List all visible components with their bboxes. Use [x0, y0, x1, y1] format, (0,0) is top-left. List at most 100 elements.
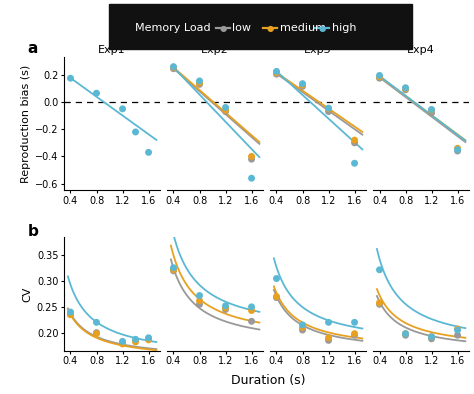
Text: ●: ●: [219, 24, 227, 33]
Point: [93, 331, 100, 337]
Point: [454, 147, 461, 153]
Point: [132, 337, 139, 344]
Point: [248, 318, 255, 324]
Point: [351, 319, 358, 325]
Point: [132, 336, 139, 342]
Y-axis label: CV: CV: [23, 286, 33, 302]
Point: [351, 160, 358, 166]
Point: [67, 311, 74, 318]
Point: [222, 303, 229, 309]
Point: [376, 301, 383, 307]
Point: [170, 267, 177, 273]
Point: [402, 332, 410, 338]
Point: [248, 156, 255, 162]
Point: [376, 74, 383, 80]
Point: [170, 64, 177, 71]
Point: [325, 106, 332, 112]
Point: [454, 326, 461, 332]
Point: [222, 305, 229, 311]
Point: [376, 267, 383, 273]
Point: [299, 324, 306, 331]
Point: [222, 107, 229, 113]
Point: [222, 108, 229, 115]
Point: [196, 78, 203, 84]
Point: [145, 149, 152, 156]
Point: [67, 309, 74, 315]
Point: [222, 306, 229, 312]
Point: [248, 153, 255, 160]
Text: low: low: [232, 23, 251, 33]
Point: [145, 336, 152, 342]
Point: [196, 81, 203, 87]
Title: Exp1: Exp1: [98, 45, 126, 55]
Text: b: b: [27, 224, 38, 239]
Point: [273, 275, 280, 282]
Title: Exp2: Exp2: [201, 45, 229, 55]
Point: [428, 110, 435, 116]
Point: [170, 264, 177, 271]
Point: [454, 148, 461, 154]
Text: ●: ●: [266, 24, 274, 33]
Point: [325, 108, 332, 115]
Point: [196, 292, 203, 299]
Point: [67, 311, 74, 318]
Point: [93, 319, 100, 325]
Point: [118, 106, 126, 112]
Point: [93, 329, 100, 336]
Point: [196, 80, 203, 86]
Text: medium: medium: [280, 23, 326, 33]
Point: [428, 334, 435, 340]
Y-axis label: Reproduction bias (s): Reproduction bias (s): [21, 65, 31, 183]
Point: [273, 294, 280, 300]
Point: [132, 129, 139, 135]
Point: [428, 106, 435, 113]
Point: [402, 331, 410, 337]
Point: [67, 75, 74, 82]
Point: [248, 304, 255, 310]
Point: [118, 340, 126, 346]
Point: [351, 332, 358, 338]
Point: [351, 137, 358, 143]
Point: [428, 334, 435, 340]
Point: [222, 104, 229, 111]
Point: [376, 72, 383, 79]
Point: [351, 331, 358, 337]
Point: [145, 335, 152, 341]
Point: [299, 327, 306, 333]
Point: [132, 339, 139, 345]
Point: [273, 71, 280, 77]
Point: [325, 337, 332, 344]
Point: [93, 90, 100, 97]
Point: [402, 331, 410, 337]
Point: [402, 87, 410, 93]
Point: [145, 337, 152, 343]
Point: [299, 83, 306, 89]
Point: [454, 332, 461, 338]
Point: [299, 322, 306, 328]
Point: [325, 319, 332, 325]
Point: [170, 65, 177, 72]
Point: [428, 107, 435, 113]
Title: Exp4: Exp4: [407, 45, 435, 55]
Point: [273, 68, 280, 74]
Text: Memory Load: Memory Load: [135, 23, 211, 33]
Point: [299, 82, 306, 88]
Point: [402, 85, 410, 91]
Point: [248, 175, 255, 181]
Point: [428, 336, 435, 342]
Point: [454, 327, 461, 333]
Point: [118, 338, 126, 344]
Point: [170, 63, 177, 70]
Point: [325, 335, 332, 341]
Point: [351, 140, 358, 146]
Text: ●: ●: [319, 24, 326, 33]
Point: [273, 70, 280, 76]
Point: [299, 80, 306, 87]
Point: [402, 85, 410, 91]
Point: [118, 341, 126, 347]
Text: a: a: [27, 41, 38, 56]
Point: [248, 307, 255, 314]
Point: [196, 301, 203, 307]
Point: [170, 268, 177, 274]
Point: [273, 294, 280, 301]
